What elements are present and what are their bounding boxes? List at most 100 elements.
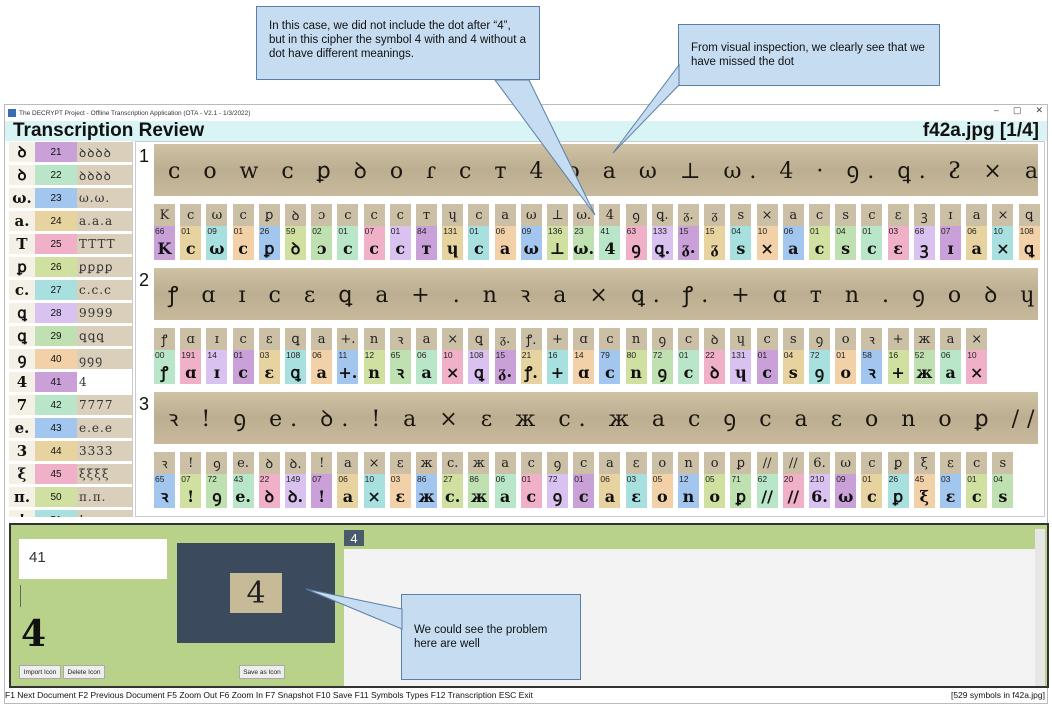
transcribed-symbol[interactable]: ε 03 ε [389, 452, 411, 508]
transcribed-symbol[interactable]: ε 03 ε [887, 204, 909, 260]
transcribed-symbol[interactable]: c 01 c [232, 204, 254, 260]
transcribed-symbol[interactable]: ꝛ 58 ꝛ [861, 328, 883, 384]
transcribed-symbol[interactable]: c 01 c [809, 204, 830, 260]
transcribed-symbol[interactable]: ꝯ 72 ꝯ [651, 328, 673, 384]
transcribed-symbol[interactable]: s 04 s [835, 204, 857, 260]
transcribed-symbol[interactable]: o 01 o [835, 328, 857, 384]
symbol-list-item[interactable]: ξ 45 ξξξξ [9, 463, 132, 486]
transcribed-symbol[interactable]: ε 03 ε [940, 452, 961, 508]
transcribed-symbol[interactable]: × 10 × [966, 328, 988, 384]
symbol-list-item[interactable]: ꝑ 26 ꝑꝑꝑꝑ [9, 256, 132, 279]
symbol-list-item[interactable]: 4 41 4 [9, 371, 132, 394]
transcribed-symbol[interactable]: c 01 c [678, 328, 699, 384]
transcribed-symbol[interactable]: × 10 × [442, 328, 464, 384]
transcribed-symbol[interactable]: ꝗ. 133 ꝗ. [651, 204, 673, 260]
symbol-list-item[interactable]: ꝺ 21 ꝺꝺꝺꝺ [9, 141, 132, 164]
transcribed-symbol[interactable]: +. 11 +. [337, 328, 359, 384]
transcribed-symbol[interactable]: o 05 o [651, 452, 673, 508]
transcribed-symbol[interactable]: s 04 s [730, 204, 752, 260]
transcribed-symbol[interactable]: ꝭ. 21 ꝭ. [520, 328, 542, 384]
transcribed-symbol[interactable]: a 06 a [337, 452, 359, 508]
transcribed-symbol[interactable]: ᵹ 15 ᵹ [704, 204, 726, 260]
transcribed-symbol[interactable]: × 10 × [756, 204, 778, 260]
transcribed-symbol[interactable]: ꝫ 68 ꝫ [913, 204, 935, 260]
delete-icon-button[interactable]: Delete Icon [63, 665, 105, 679]
symbol-code-field[interactable]: 41 [19, 539, 167, 579]
transcribed-symbol[interactable]: c 01 c [389, 204, 411, 260]
transcribed-symbol[interactable]: ! 07! [180, 452, 202, 508]
scrollbar[interactable] [1035, 529, 1045, 686]
transcribed-symbol[interactable]: 4 41 4 [599, 204, 621, 260]
import-icon-button[interactable]: Import Icon [19, 665, 61, 679]
transcribed-symbol[interactable]: c 01 c [573, 452, 595, 508]
transcribed-symbol[interactable]: ꝗ 108 ꝗ [285, 328, 306, 384]
transcribed-symbol[interactable]: ꝛ 65 ꝛ [154, 452, 175, 508]
transcribed-symbol[interactable]: a 06 a [940, 328, 961, 384]
transcribed-symbol[interactable]: s 04 s [782, 328, 804, 384]
maximize-icon[interactable]: ▢ [1012, 105, 1022, 115]
transcribed-symbol[interactable]: ω 09 ω [520, 204, 542, 260]
transcribed-symbol[interactable]: ɑ 14 ɑ [573, 328, 595, 384]
transcribed-symbol[interactable]: a 06 a [494, 204, 516, 260]
transcribed-symbol[interactable]: ᵹ. 15 ᵹ. [494, 328, 516, 384]
transcribed-symbol[interactable]: ω 09 ω [835, 452, 857, 508]
symbol-list-item[interactable]: !51! [9, 509, 132, 517]
transcribed-symbol[interactable]: ω 09 ω [206, 204, 228, 260]
transcribed-symbol[interactable]: ꝑ 71 ꝑ [730, 452, 752, 508]
transcribed-symbol[interactable]: +16 + [887, 328, 909, 384]
transcribed-symbol[interactable]: c 01 c [232, 328, 254, 384]
transcribed-symbol[interactable]: o 05 o [704, 452, 726, 508]
transcribed-symbol[interactable]: ж 52 ж [913, 328, 935, 384]
transcribed-symbol[interactable]: ꝗ 108 ꝗ [1018, 204, 1040, 260]
symbol-list-item[interactable]: ꝺ 22 ꝺꝺꝺꝺ [9, 164, 132, 187]
transcribed-symbol[interactable]: c 01 c [337, 204, 359, 260]
symbol-list-item[interactable]: ꝗ 28 9999 [9, 302, 132, 325]
transcribed-symbol[interactable]: ꝯ 63 ꝯ [625, 204, 647, 260]
transcribed-symbol[interactable]: ᴄ 79 ᴄ [599, 328, 621, 384]
transcribed-symbol[interactable]: ɔ 02 ɔ [311, 204, 333, 260]
selected-symbol-icon[interactable]: 4 [344, 530, 364, 546]
transcribed-symbol[interactable]: ꝺ 59 ꝺ [285, 204, 306, 260]
transcribed-symbol[interactable]: ξ 45 ξ [913, 452, 935, 508]
close-icon[interactable]: ✕ [1035, 105, 1043, 115]
transcribed-symbol[interactable]: ꝛ 65 ꝛ [389, 328, 411, 384]
transcribed-symbol[interactable]: ɪ 14 ɪ [206, 328, 228, 384]
save-as-icon-button[interactable]: Save as Icon [239, 665, 285, 679]
transcribed-symbol[interactable]: a 06 a [599, 452, 621, 508]
transcribed-symbol[interactable]: ж 86 ж [416, 452, 437, 508]
transcribed-symbol[interactable]: × 10 × [992, 204, 1014, 260]
transcribed-symbol[interactable]: s 04 s [992, 452, 1014, 508]
transcribed-symbol[interactable]: ɑ 191 ɑ [180, 328, 202, 384]
transcribed-symbol[interactable]: a 06 a [966, 204, 988, 260]
symbol-list-item[interactable]: a. 24 a.a.a [9, 210, 132, 233]
transcribed-symbol[interactable]: c 01 c [520, 452, 542, 508]
transcribed-symbol[interactable]: c 01 c [756, 328, 778, 384]
transcribed-symbol[interactable]: ꝑ 26 ꝑ [887, 452, 909, 508]
symbol-list-item[interactable]: c. 27 c.c.c [9, 279, 132, 302]
transcribed-symbol[interactable]: //20// [782, 452, 804, 508]
minimize-icon[interactable]: – [993, 105, 999, 115]
transcribed-symbol[interactable]: ꝯ 72 ꝯ [547, 452, 568, 508]
transcribed-symbol[interactable]: ! 07! [311, 452, 333, 508]
transcribed-symbol[interactable]: n 12 n [678, 452, 699, 508]
transcribed-symbol[interactable]: c 07 c [363, 204, 385, 260]
transcribed-symbol[interactable]: ж 86 ж [468, 452, 490, 508]
symbol-list-item[interactable]: T 25 TTTT [9, 233, 132, 256]
transcribed-symbol[interactable]: ꝗ 108 ꝗ [468, 328, 490, 384]
transcribed-symbol[interactable]: ꝺ 22 ꝺ [704, 328, 726, 384]
symbol-list-item[interactable]: ω. 23 ω.ω. [9, 187, 132, 210]
transcribed-symbol[interactable]: ꝑ 26 ꝑ [258, 204, 280, 260]
transcribed-symbol[interactable]: ᴛ 84 ᴛ [416, 204, 437, 260]
transcribed-symbol[interactable]: a 06 a [782, 204, 804, 260]
transcribed-symbol[interactable]: a 06 a [494, 452, 516, 508]
symbol-list-item[interactable]: e. 43 e.e.e [9, 417, 132, 440]
transcribed-symbol[interactable]: ꝺ. 149 ꝺ. [285, 452, 306, 508]
transcribed-symbol[interactable]: ε 03 ε [625, 452, 647, 508]
symbol-list-item[interactable]: ꝯ 40 ꝯꝯꝯ [9, 348, 132, 371]
transcribed-symbol[interactable]: e. 43 e. [232, 452, 254, 508]
symbol-list-item[interactable]: π. 50 π.π. [9, 486, 132, 509]
symbol-list[interactable]: ꝺ 21 ꝺꝺꝺꝺ ꝺ 22 ꝺꝺꝺꝺ ω. 23 ω.ω. a. 24 a.a.a T 25 TTTT ꝑ 2… [9, 141, 133, 517]
transcribed-symbol[interactable]: a 06 a [416, 328, 437, 384]
transcribed-symbol[interactable]: +16 + [547, 328, 568, 384]
